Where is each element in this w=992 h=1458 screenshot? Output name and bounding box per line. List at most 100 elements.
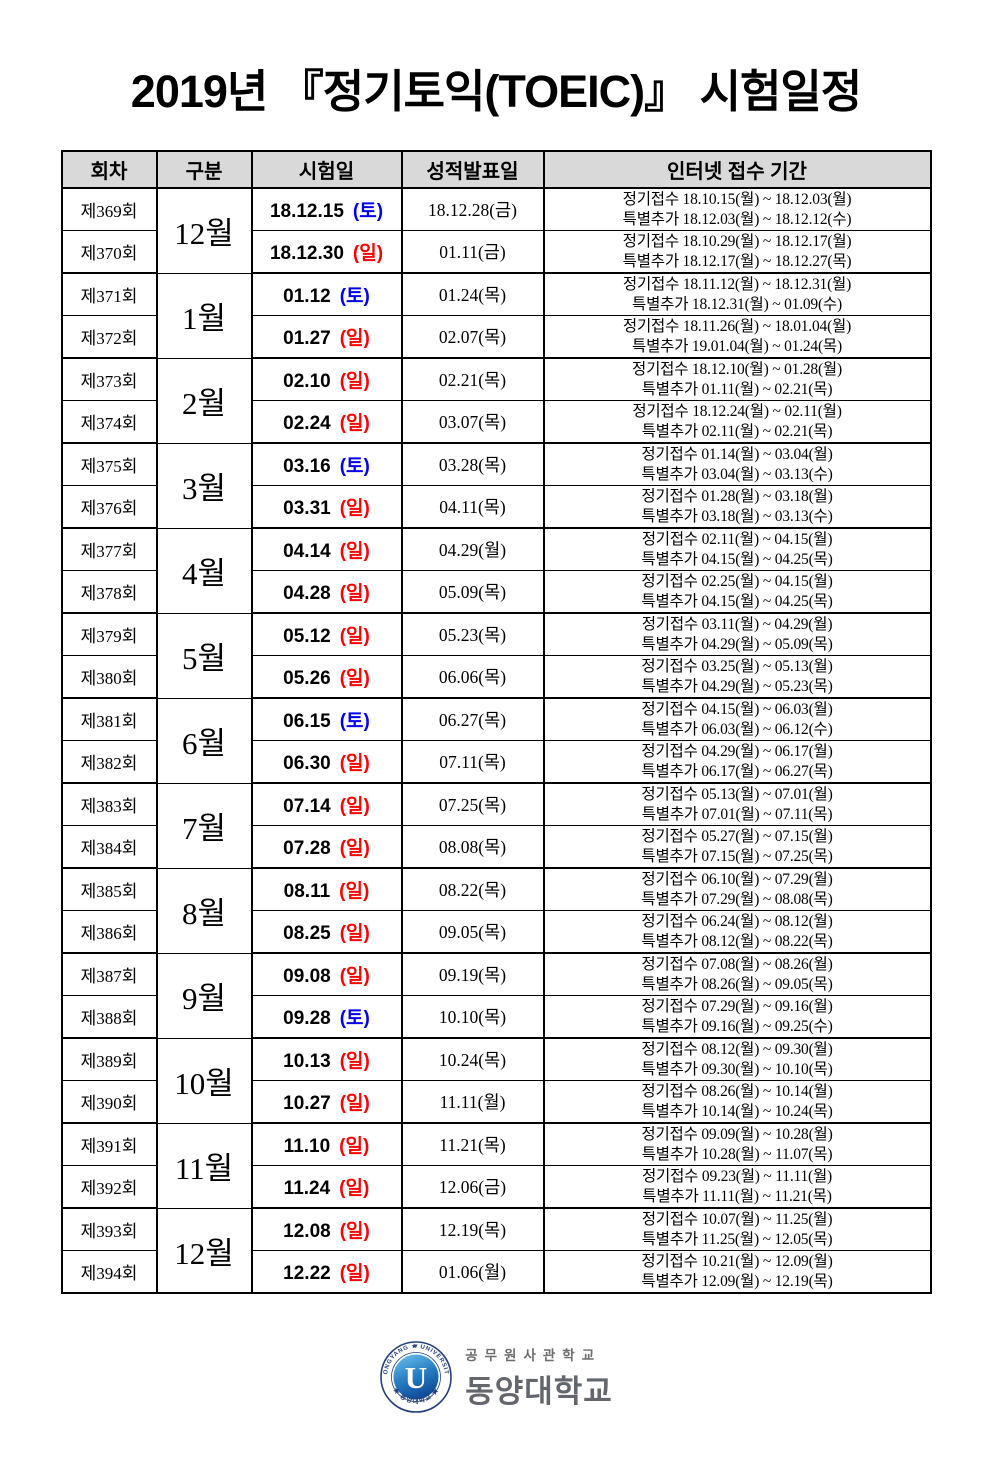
special-registration-period: 특별추가 03.18(월) ~ 03.13(수) bbox=[641, 507, 833, 525]
registration-period-cell: 정기접수 03.25(월) ~ 05.13(월) 특별추가 04.29(월) ~ … bbox=[542, 655, 932, 699]
table-row: 제382회 06.30 (일) 07.11(목) 정기접수 04.29(월) ~ 06.… bbox=[60, 740, 932, 784]
exam-date: 12.22 bbox=[283, 1263, 331, 1284]
registration-period-cell: 정기접수 18.11.26(월) ~ 18.01.04(월) 특별추가 19.01… bbox=[542, 315, 932, 359]
page-title: 2019년 『정기토익(TOEIC)』 시험일정 bbox=[130, 66, 862, 117]
score-date-cell: 05.23(목) bbox=[400, 612, 545, 656]
round-cell: 제387회 bbox=[60, 952, 158, 996]
score-date-cell: 09.19(목) bbox=[400, 952, 545, 996]
regular-registration-period: 정기접수 01.28(월) ~ 03.18(월) bbox=[641, 488, 833, 505]
special-registration-period: 특별추가 06.03(월) ~ 06.12(수) bbox=[641, 720, 833, 738]
exam-date: 08.25 bbox=[283, 923, 331, 944]
exam-day-of-week: (일) bbox=[339, 541, 370, 562]
exam-date-cell: 05.12 (일) bbox=[250, 612, 403, 656]
special-registration-period: 특별추가 09.30(월) ~ 10.10(목) bbox=[641, 1060, 833, 1078]
exam-date: 07.14 bbox=[283, 796, 331, 817]
round-cell: 제394회 bbox=[60, 1250, 158, 1294]
exam-date-cell: 12.22 (일) bbox=[250, 1250, 403, 1294]
exam-day-of-week: (토) bbox=[339, 286, 370, 307]
regular-registration-period: 정기접수 07.08(월) ~ 08.26(월) bbox=[641, 956, 833, 973]
regular-registration-period: 정기접수 01.14(월) ~ 03.04(월) bbox=[641, 446, 833, 463]
exam-day-of-week: (일) bbox=[339, 966, 370, 987]
regular-registration-period: 정기접수 09.23(월) ~ 11.11(월) bbox=[641, 1168, 833, 1185]
regular-registration-period: 정기접수 18.12.24(월) ~ 02.11(월) bbox=[632, 403, 842, 420]
exam-date-cell: 09.28 (토) bbox=[250, 995, 403, 1039]
registration-period-cell: 정기접수 18.12.24(월) ~ 02.11(월) 특별추가 02.11(월)… bbox=[542, 400, 932, 444]
special-registration-period: 특별추가 11.11(월) ~ 11.21(목) bbox=[642, 1187, 832, 1205]
exam-date: 10.27 bbox=[283, 1093, 331, 1114]
round-cell: 제381회 bbox=[60, 697, 158, 741]
exam-date: 18.12.30 bbox=[269, 243, 344, 264]
exam-day-of-week: (일) bbox=[339, 1093, 370, 1114]
round-cell: 제390회 bbox=[60, 1080, 158, 1124]
registration-period-cell: 정기접수 18.11.12(월) ~ 18.12.31(월) 특별추가 18.12… bbox=[542, 272, 932, 316]
special-registration-period: 특별추가 12.09(월) ~ 12.19(목) bbox=[641, 1272, 833, 1290]
score-date-cell: 02.21(목) bbox=[400, 357, 545, 401]
round-cell: 제378회 bbox=[60, 570, 158, 614]
exam-date: 08.11 bbox=[283, 881, 331, 902]
table-row: 제374회 02.24 (일) 03.07(목) 정기접수 18.12.24(월) ~ … bbox=[60, 400, 932, 444]
round-cell: 제380회 bbox=[60, 655, 158, 699]
special-registration-period: 특별추가 19.01.04(월) ~ 01.24(목) bbox=[632, 337, 842, 355]
exam-day-of-week: (일) bbox=[339, 328, 370, 349]
score-date-cell: 12.19(목) bbox=[400, 1207, 545, 1251]
table-row: 제380회 05.26 (일) 06.06(목) 정기접수 03.25(월) ~ 05.… bbox=[60, 655, 932, 699]
header-registration-period: 인터넷 접수 기간 bbox=[542, 150, 932, 189]
score-date-cell: 03.28(목) bbox=[400, 442, 545, 486]
month-cell: 12월 bbox=[155, 1207, 253, 1294]
header-month: 구분 bbox=[155, 150, 253, 189]
score-date-cell: 01.06(월) bbox=[400, 1250, 545, 1294]
registration-period-cell: 정기접수 02.25(월) ~ 04.15(월) 특별추가 04.15(월) ~ … bbox=[542, 570, 932, 614]
round-cell: 제376회 bbox=[60, 485, 158, 529]
month-cell: 1월 bbox=[155, 272, 253, 359]
score-date-cell: 03.07(목) bbox=[400, 400, 545, 444]
score-date-cell: 04.11(목) bbox=[400, 485, 545, 529]
round-cell: 제369회 bbox=[60, 187, 158, 231]
table-row: 제389회 10월 10.13 (일) 10.24(목) 정기접수 08.12(월) ~ … bbox=[60, 1037, 932, 1124]
special-registration-period: 특별추가 06.17(월) ~ 06.27(목) bbox=[641, 762, 833, 780]
table-row: 제377회 4월 04.14 (일) 04.29(월) 정기접수 02.11(월) ~ 0… bbox=[60, 527, 932, 614]
regular-registration-period: 정기접수 18.11.26(월) ~ 18.01.04(월) bbox=[622, 318, 852, 335]
table-row: 제371회 1월 01.12 (토) 01.24(목) 정기접수 18.11.12(월) … bbox=[60, 272, 932, 359]
table-row: 제375회 3월 03.16 (토) 03.28(목) 정기접수 01.14(월) ~ 0… bbox=[60, 442, 932, 529]
round-cell: 제373회 bbox=[60, 357, 158, 401]
round-cell: 제392회 bbox=[60, 1165, 158, 1209]
special-registration-period: 특별추가 07.15(월) ~ 07.25(목) bbox=[641, 847, 833, 865]
exam-date-cell: 06.15 (토) bbox=[250, 697, 403, 741]
exam-date: 06.15 bbox=[283, 711, 331, 732]
score-date-cell: 11.11(월) bbox=[400, 1080, 545, 1124]
score-date-cell: 12.06(금) bbox=[400, 1165, 545, 1209]
score-date-cell: 11.21(목) bbox=[400, 1122, 545, 1166]
regular-registration-period: 정기접수 18.10.29(월) ~ 18.12.17(월) bbox=[622, 233, 852, 250]
university-seal-icon: DONGYANG ★ UNIVERSITY ★ 동양대학교 ★ U bbox=[379, 1340, 452, 1413]
month-cell: 12월 bbox=[155, 187, 253, 274]
round-cell: 제388회 bbox=[60, 995, 158, 1039]
regular-registration-period: 정기접수 07.29(월) ~ 09.16(월) bbox=[641, 998, 833, 1015]
special-registration-period: 특별추가 01.11(월) ~ 02.21(목) bbox=[641, 380, 833, 398]
table-row: 제391회 11월 11.10 (일) 11.21(목) 정기접수 09.09(월) ~ … bbox=[60, 1122, 932, 1209]
table-row: 제388회 09.28 (토) 10.10(목) 정기접수 07.29(월) ~ 09.… bbox=[60, 995, 932, 1039]
exam-date-cell: 05.26 (일) bbox=[250, 655, 403, 699]
registration-period-cell: 정기접수 04.15(월) ~ 06.03(월) 특별추가 06.03(월) ~ … bbox=[542, 697, 932, 741]
round-cell: 제370회 bbox=[60, 230, 158, 274]
exam-day-of-week: (일) bbox=[339, 923, 370, 944]
exam-date-cell: 12.08 (일) bbox=[250, 1207, 403, 1251]
exam-date-cell: 09.08 (일) bbox=[250, 952, 403, 996]
regular-registration-period: 정기접수 06.24(월) ~ 08.12(월) bbox=[641, 913, 833, 930]
round-cell: 제389회 bbox=[60, 1037, 158, 1081]
exam-date: 03.31 bbox=[283, 498, 331, 519]
regular-registration-period: 정기접수 08.26(월) ~ 10.14(월) bbox=[641, 1083, 833, 1100]
round-cell: 제386회 bbox=[60, 910, 158, 954]
exam-day-of-week: (일) bbox=[339, 413, 370, 434]
exam-date: 02.10 bbox=[283, 371, 331, 392]
registration-period-cell: 정기접수 05.13(월) ~ 07.01(월) 특별추가 07.01(월) ~ … bbox=[542, 782, 932, 826]
regular-registration-period: 정기접수 05.13(월) ~ 07.01(월) bbox=[641, 786, 833, 803]
exam-date: 02.24 bbox=[283, 413, 331, 434]
university-logotype: 공무원사관학교 동양대학교 bbox=[465, 1344, 613, 1411]
table-row: 제370회 18.12.30 (일) 01.11(금) 정기접수 18.10.29(월)… bbox=[60, 230, 932, 274]
score-date-cell: 01.24(목) bbox=[400, 272, 545, 316]
exam-date: 09.28 bbox=[283, 1008, 331, 1029]
regular-registration-period: 정기접수 04.15(월) ~ 06.03(월) bbox=[641, 701, 833, 718]
exam-date: 01.27 bbox=[283, 328, 331, 349]
exam-day-of-week: (일) bbox=[339, 626, 370, 647]
exam-date-cell: 01.27 (일) bbox=[250, 315, 403, 359]
